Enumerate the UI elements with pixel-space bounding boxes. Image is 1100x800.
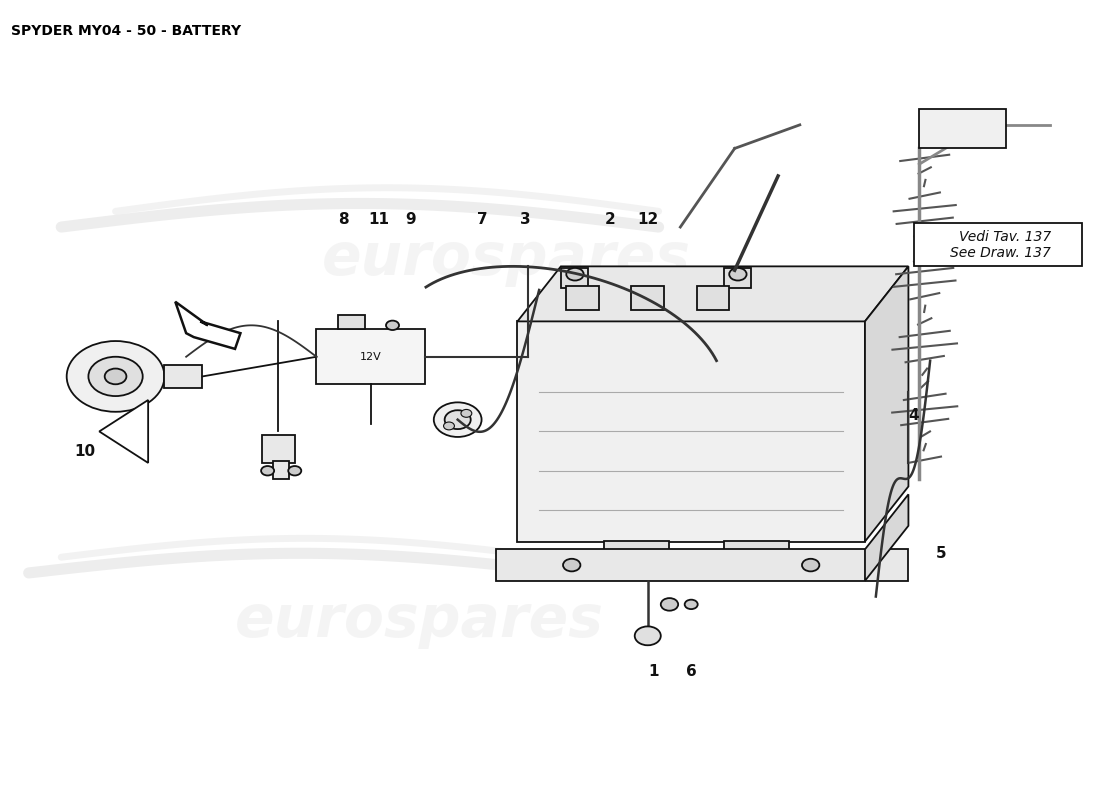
- Text: 5: 5: [936, 546, 946, 561]
- Circle shape: [288, 466, 301, 475]
- Text: eurospares: eurospares: [322, 230, 691, 287]
- Circle shape: [563, 558, 581, 571]
- Bar: [273, 462, 289, 478]
- Text: 1: 1: [648, 664, 659, 678]
- Bar: [604, 542, 670, 565]
- Text: 12: 12: [637, 212, 659, 226]
- Bar: [631, 286, 664, 310]
- Circle shape: [635, 626, 661, 646]
- Text: SPYDER MY04 - 50 - BATTERY: SPYDER MY04 - 50 - BATTERY: [11, 24, 241, 38]
- Circle shape: [261, 466, 274, 475]
- Bar: [496, 550, 909, 581]
- Text: 6: 6: [685, 664, 696, 678]
- Bar: [696, 286, 729, 310]
- Circle shape: [684, 600, 697, 609]
- Polygon shape: [175, 302, 241, 349]
- Bar: [920, 109, 1006, 149]
- Bar: [724, 268, 751, 287]
- Circle shape: [67, 341, 164, 412]
- Text: 11: 11: [367, 212, 389, 226]
- Circle shape: [443, 422, 454, 430]
- Circle shape: [729, 268, 747, 281]
- Text: 9: 9: [406, 212, 416, 226]
- Text: 4: 4: [909, 408, 920, 423]
- Polygon shape: [865, 266, 909, 542]
- Circle shape: [444, 410, 471, 429]
- Circle shape: [566, 268, 584, 281]
- Circle shape: [386, 321, 399, 330]
- Text: 8: 8: [339, 212, 349, 226]
- Text: 12V: 12V: [360, 352, 382, 362]
- Bar: [517, 322, 865, 542]
- Text: 3: 3: [519, 212, 530, 226]
- Polygon shape: [517, 266, 909, 322]
- Bar: [164, 365, 202, 388]
- Bar: [317, 330, 425, 384]
- Bar: [914, 223, 1082, 266]
- Circle shape: [104, 369, 126, 384]
- Bar: [561, 268, 588, 287]
- Text: 2: 2: [604, 212, 615, 226]
- Circle shape: [802, 558, 820, 571]
- Bar: [724, 542, 789, 565]
- Circle shape: [461, 410, 472, 418]
- Bar: [338, 315, 365, 330]
- Bar: [566, 286, 598, 310]
- Circle shape: [88, 357, 143, 396]
- Text: 7: 7: [477, 212, 488, 226]
- Circle shape: [433, 402, 482, 437]
- Text: Vedi Tav. 137
See Draw. 137: Vedi Tav. 137 See Draw. 137: [950, 230, 1052, 260]
- Polygon shape: [99, 400, 148, 463]
- Circle shape: [661, 598, 679, 610]
- Polygon shape: [865, 494, 909, 581]
- Text: 10: 10: [75, 443, 96, 458]
- Bar: [262, 435, 295, 463]
- Text: eurospares: eurospares: [235, 592, 604, 649]
